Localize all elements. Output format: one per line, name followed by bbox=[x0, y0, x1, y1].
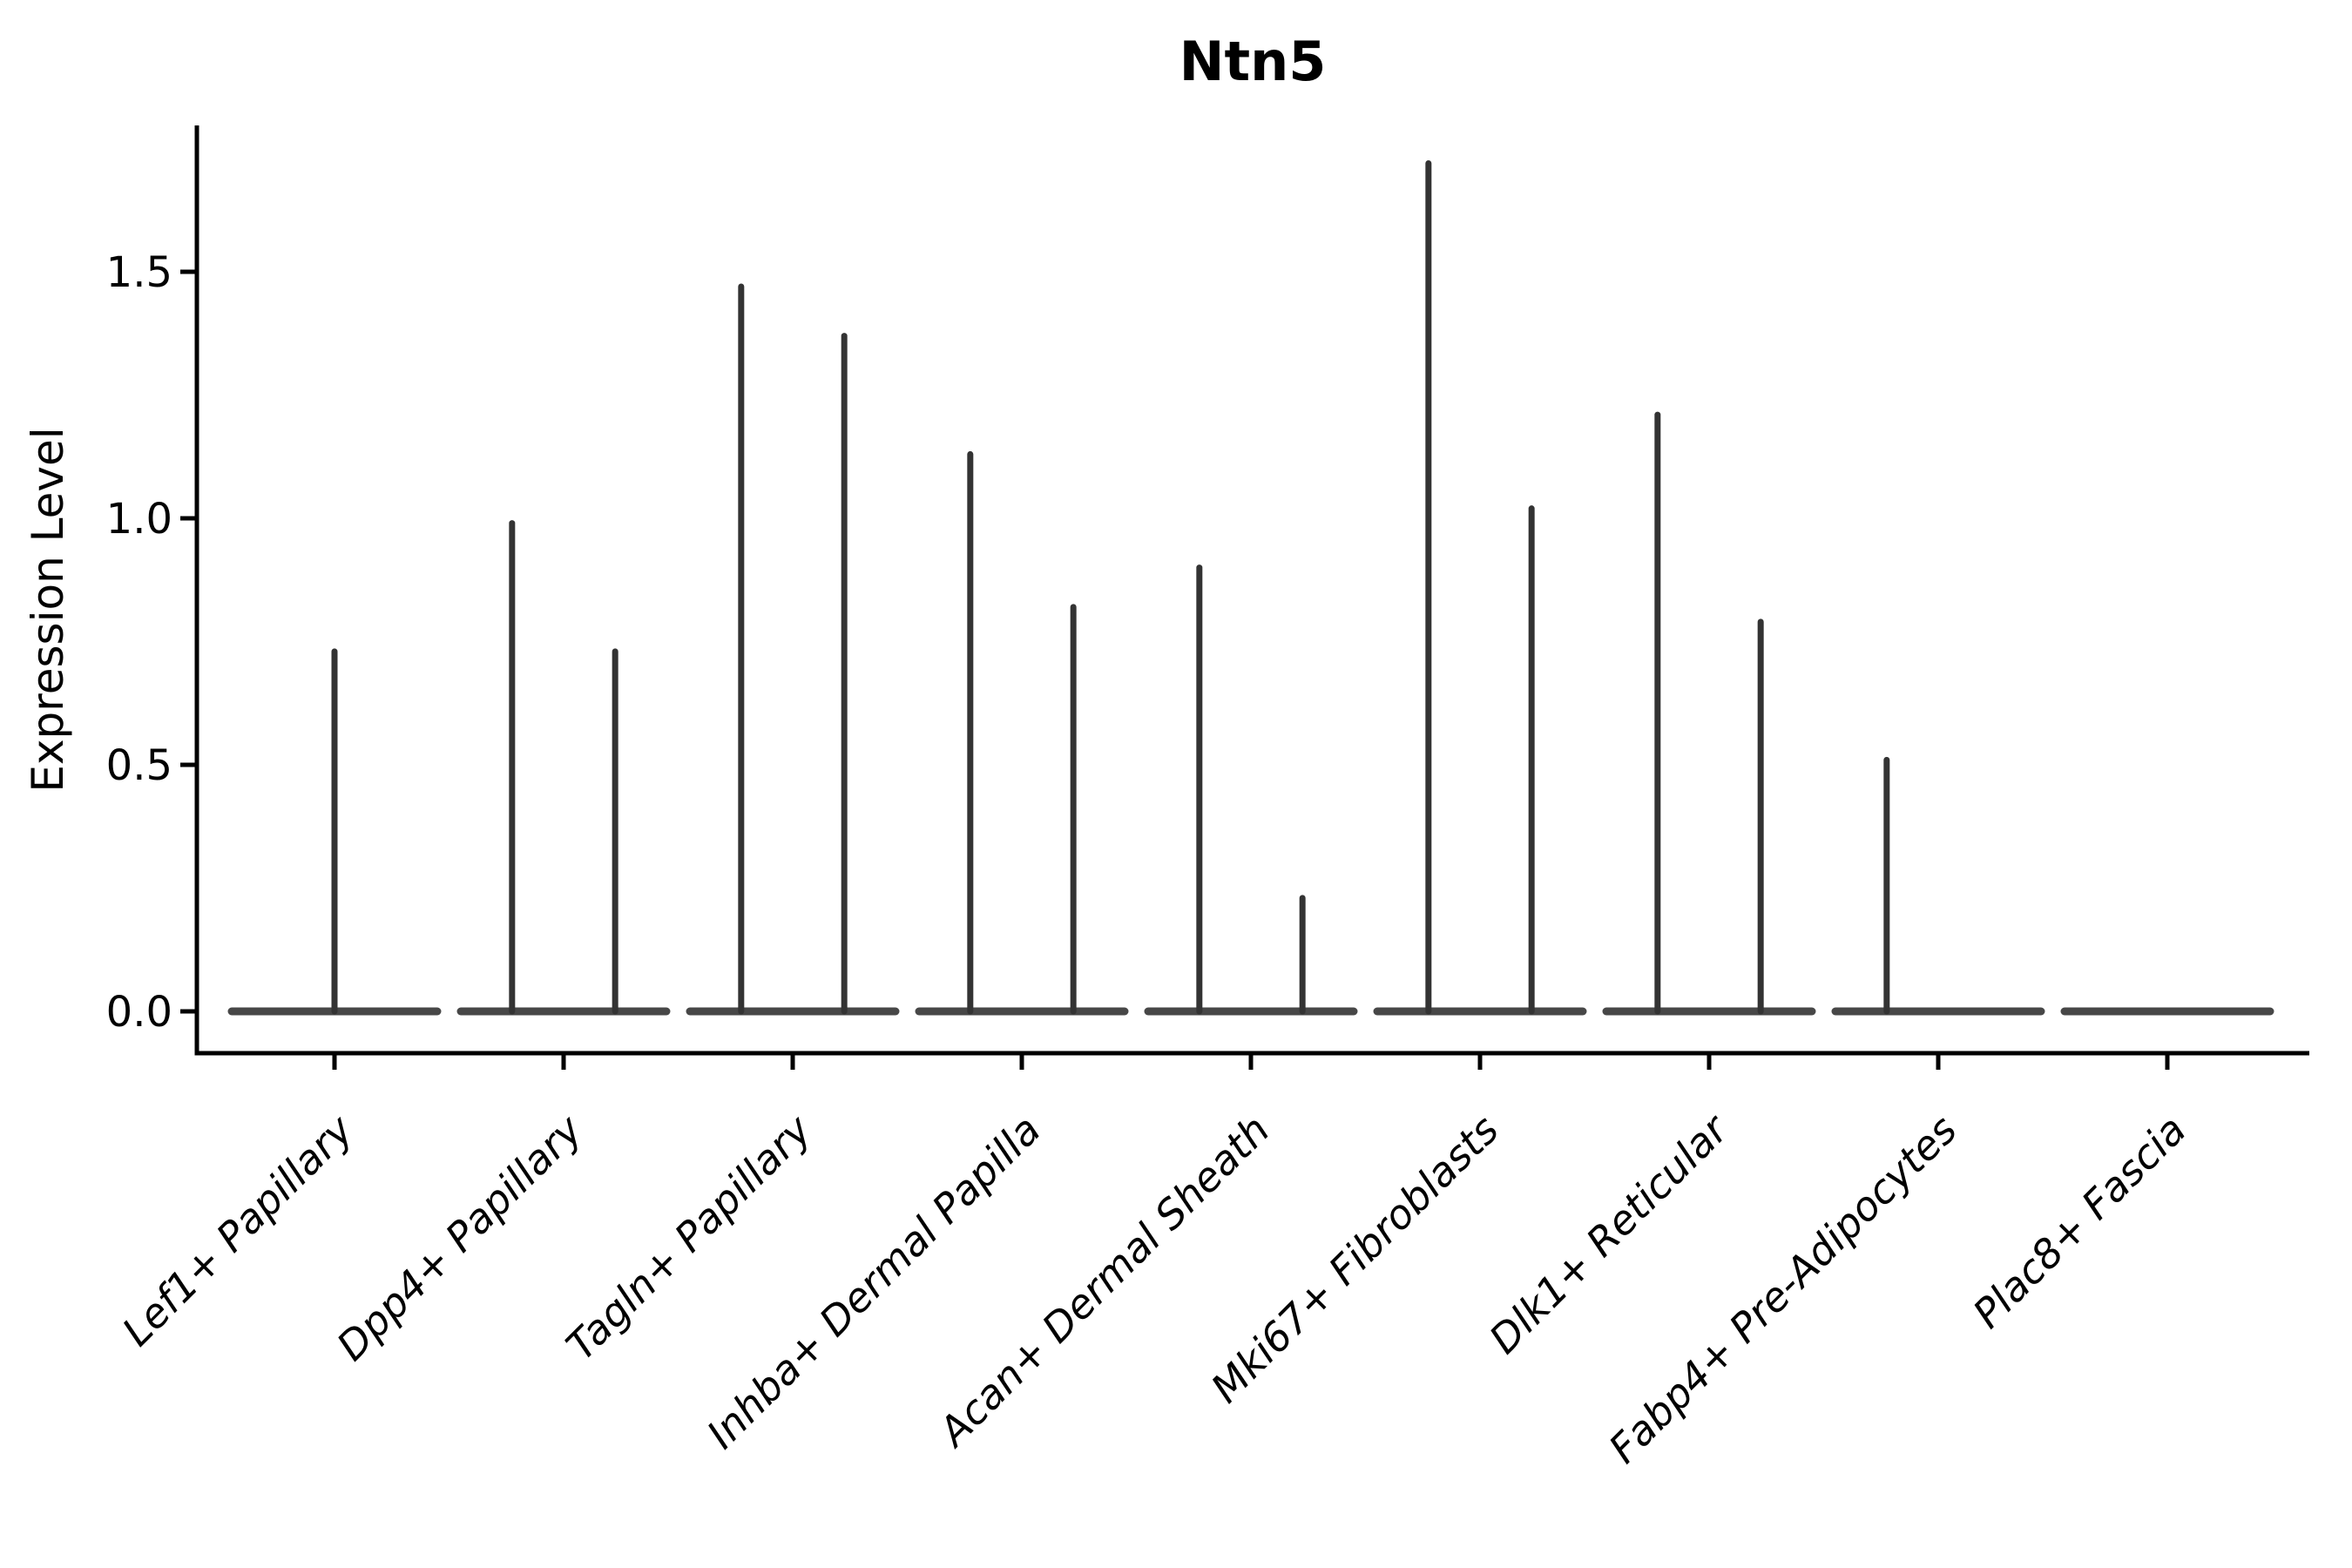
violin-layer bbox=[227, 159, 2274, 1016]
violin-mki67-fibroblasts bbox=[1373, 159, 1587, 1016]
y-tick-label: 0.0 bbox=[106, 988, 172, 1037]
y-tick-label: 1.0 bbox=[106, 495, 172, 544]
y-axis-label: Expression Level bbox=[23, 427, 73, 792]
violin-tagln-papillary bbox=[686, 283, 900, 1016]
x-tick-label: Tagln+ Papillary bbox=[557, 1105, 821, 1369]
x-tick-label: Lef1+ Papillary bbox=[113, 1105, 362, 1355]
chart-title: Ntn5 bbox=[1179, 30, 1327, 93]
x-tick-label: Plac8+ Fascia bbox=[1963, 1106, 2194, 1337]
violin-fabp4-pre-adipocytes bbox=[1831, 756, 2045, 1016]
violin-inhba-dermal-papilla bbox=[915, 450, 1129, 1016]
violin-lef1-papillary bbox=[227, 648, 442, 1016]
violin-acan-dermal-sheath bbox=[1144, 564, 1358, 1016]
y-tick-label: 1.5 bbox=[106, 248, 172, 297]
y-tick-label: 0.5 bbox=[106, 741, 172, 790]
x-tick-label: Dpp4+ Papillary bbox=[328, 1105, 591, 1369]
violin-dpp4-papillary bbox=[456, 520, 671, 1016]
x-tick-label: Dlk1+ Reticular bbox=[1480, 1104, 1739, 1362]
violin-dlk1-reticular bbox=[1602, 411, 1816, 1016]
